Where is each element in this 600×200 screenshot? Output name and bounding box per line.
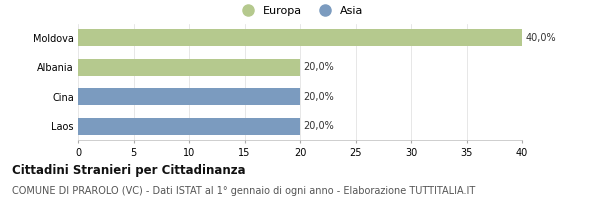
- Bar: [78, 88, 300, 105]
- Text: 20,0%: 20,0%: [304, 62, 334, 72]
- Bar: [78, 59, 300, 76]
- Text: Cittadini Stranieri per Cittadinanza: Cittadini Stranieri per Cittadinanza: [12, 164, 245, 177]
- Bar: [78, 29, 522, 46]
- Text: 20,0%: 20,0%: [304, 92, 334, 102]
- Text: 20,0%: 20,0%: [304, 121, 334, 131]
- Text: COMUNE DI PRAROLO (VC) - Dati ISTAT al 1° gennaio di ogni anno - Elaborazione TU: COMUNE DI PRAROLO (VC) - Dati ISTAT al 1…: [12, 186, 475, 196]
- Text: 40,0%: 40,0%: [526, 33, 556, 43]
- Bar: [78, 118, 300, 135]
- Legend: Europa, Asia: Europa, Asia: [236, 6, 364, 16]
